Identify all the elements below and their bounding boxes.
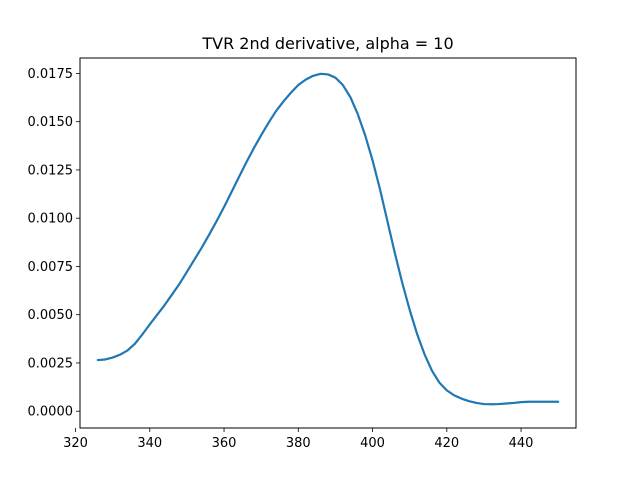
x-tick-label: 380 xyxy=(286,436,311,451)
axes-frame xyxy=(79,57,577,429)
chart-title: TVR 2nd derivative, alpha = 10 xyxy=(201,34,453,53)
x-tick-label: 440 xyxy=(509,436,534,451)
y-tick-label: 0.0025 xyxy=(28,356,74,371)
y-tick-label: 0.0075 xyxy=(28,260,74,275)
series-line-0 xyxy=(96,72,560,406)
x-tick-label: 420 xyxy=(434,436,459,451)
x-tick-label: 320 xyxy=(63,436,88,451)
y-tick-label: 0.0000 xyxy=(28,405,74,420)
x-tick-label: 400 xyxy=(360,436,385,451)
y-tick-label: 0.0150 xyxy=(28,115,74,130)
x-axis: 320 340 360 380 400 420 440 xyxy=(63,428,533,451)
x-tick-label: 360 xyxy=(212,436,237,451)
y-axis: 0.0000 0.0025 0.0050 0.0075 0.0100 0.0125 0.01… xyxy=(28,67,80,420)
x-tick-label: 340 xyxy=(137,436,162,451)
y-tick-label: 0.0125 xyxy=(28,163,74,178)
y-tick-label: 0.0050 xyxy=(28,308,74,323)
plot-area xyxy=(96,72,560,406)
y-tick-label: 0.0100 xyxy=(28,212,74,227)
y-tick-label: 0.0175 xyxy=(28,67,74,82)
